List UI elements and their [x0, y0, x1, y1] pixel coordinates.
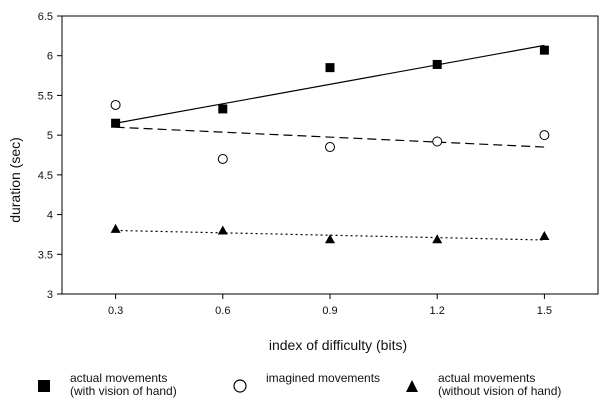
x-tick-label: 1.2: [430, 305, 445, 317]
solid-trend-line: [115, 44, 545, 124]
y-tick-label: 6.5: [38, 11, 53, 23]
triangle-data-point: [432, 234, 443, 244]
y-axis-ticks: 3 3.5 4 4.5 5 5.5 6 6.5: [38, 11, 62, 301]
y-tick-label: 5.5: [38, 90, 53, 102]
filled-triangle-marker-icon: [406, 380, 418, 392]
y-tick-label: 4: [47, 210, 53, 222]
plot-border: [61, 15, 599, 295]
legend-label-line: actual movements: [438, 371, 536, 385]
circle-data-point: [432, 136, 443, 147]
x-axis-ticks: 0.3 0.6 0.9 1.2 1.5: [108, 294, 552, 317]
hollow-circle-marker-icon: [233, 379, 247, 393]
y-tick-label: 3.5: [38, 249, 53, 261]
legend-label-line: actual movements: [70, 371, 168, 385]
chart: 3 3.5 4 4.5 5 5.5 6 6.5 0.3 0.6 0.9 1.2 1.5 duratio…: [7, 11, 599, 353]
square-data-point: [218, 104, 228, 114]
y-tick-label: 3: [47, 289, 53, 301]
triangle-data-point: [325, 234, 335, 244]
circle-data-point: [110, 99, 121, 110]
dashed-trend-line: [115, 126, 545, 148]
legend-label-line: (with vision of hand): [70, 384, 177, 398]
legend-item-actual-without-vision: actual movements (without vision of hand…: [404, 372, 561, 398]
plot-frame: [61, 15, 599, 295]
circle-data-point: [539, 130, 550, 141]
square-data-point: [432, 59, 442, 69]
square-data-point: [325, 63, 335, 73]
x-tick-label: 1.5: [537, 305, 552, 317]
legend-label-line: (without vision of hand): [438, 384, 562, 398]
dotted-trend-line: [115, 229, 545, 241]
trend-lines: [115, 44, 545, 241]
data-points: [110, 45, 550, 244]
legend-item-imagined: imagined movements: [232, 372, 380, 394]
legend-label-line: imagined movements: [266, 371, 381, 385]
y-tick-label: 4.5: [38, 170, 53, 182]
legend: actual movements (with vision of hand) i…: [0, 372, 616, 418]
y-axis-title: duration (sec): [7, 137, 23, 223]
square-data-point: [111, 118, 121, 128]
x-tick-label: 0.3: [108, 305, 123, 317]
legend-item-actual-with-vision: actual movements (with vision of hand): [36, 372, 177, 398]
x-tick-label: 0.9: [322, 305, 337, 317]
square-data-point: [539, 45, 549, 55]
circle-data-point: [217, 153, 228, 164]
y-tick-label: 6: [47, 51, 53, 63]
triangle-data-point: [110, 223, 121, 233]
y-tick-label: 5: [47, 130, 53, 142]
triangle-data-point: [217, 225, 228, 235]
triangle-data-point: [539, 231, 550, 241]
filled-square-marker-icon: [38, 380, 50, 392]
x-axis-title: index of difficulty (bits): [269, 337, 407, 353]
x-tick-label: 0.6: [215, 305, 230, 317]
circle-data-point: [325, 142, 335, 153]
